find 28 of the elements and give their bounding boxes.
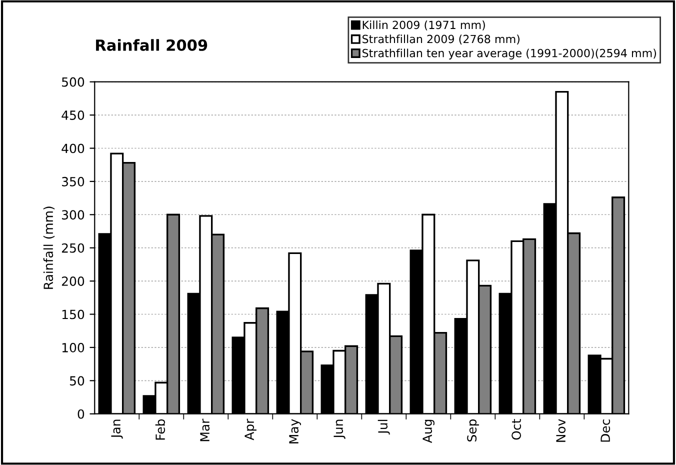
y-tick-label: 100: [62, 342, 84, 352]
x-tick-label: Dec: [600, 419, 610, 442]
y-tick-label: 150: [62, 310, 84, 320]
y-tick-label: 500: [62, 77, 84, 87]
y-tick-label: 300: [62, 210, 84, 220]
legend-label: Strathfillan 2009 (2768 mm): [362, 34, 520, 45]
chart-title: Rainfall 2009: [96, 39, 208, 51]
y-axis-title: Rainfall (mm): [43, 206, 55, 289]
x-tick-label: Nov: [556, 419, 566, 442]
x-tick-label: Sep: [467, 419, 479, 442]
x-tick-label: Aug: [422, 420, 434, 444]
legend-label: Strathfillan ten year average (1991-2000)(2594 mm): [362, 48, 656, 60]
x-tick-label: Jun: [334, 420, 346, 439]
x-tick-label: Oct: [512, 419, 522, 440]
y-tick-label: 250: [62, 243, 84, 253]
y-tick-label: 50: [70, 376, 84, 386]
x-tick-label: Apr: [244, 418, 256, 440]
x-tick-label: Jan: [111, 420, 123, 439]
y-tick-label: 200: [62, 276, 84, 286]
y-tick-label: 400: [62, 144, 84, 154]
x-tick-label: Jul: [378, 420, 390, 434]
x-tick-label: May: [289, 419, 301, 444]
x-tick-label: Mar: [200, 418, 210, 442]
y-tick-label: 450: [62, 110, 84, 120]
x-tick-label: Feb: [155, 419, 166, 440]
y-tick-label: 0: [78, 409, 84, 419]
legend-label: Killin 2009 (1971 mm): [362, 20, 485, 30]
y-tick-label: 350: [62, 176, 84, 186]
